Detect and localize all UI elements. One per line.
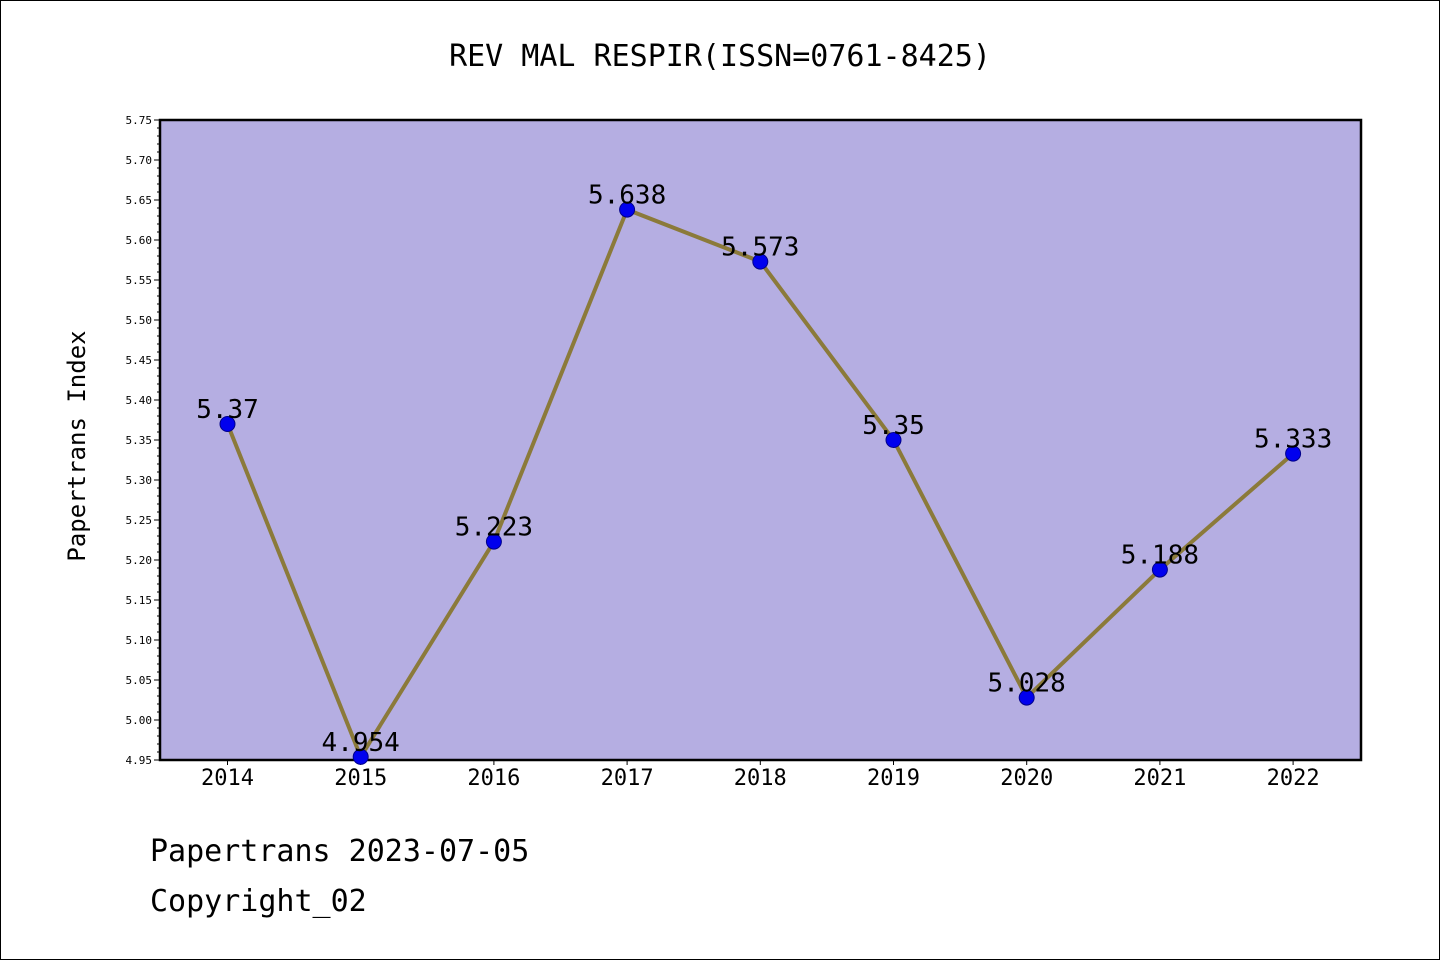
x-tick-label: 2017 (601, 766, 654, 791)
data-label: 5.223 (455, 513, 533, 543)
data-point (752, 253, 769, 270)
data-label: 4.954 (322, 728, 400, 758)
y-tick-label: 5.40 (126, 394, 153, 407)
data-point (885, 432, 902, 448)
x-tick-label: 2015 (334, 766, 387, 791)
y-tick-label: 5.20 (126, 554, 153, 567)
y-tick-label: 5.65 (126, 194, 153, 207)
x-tick-label: 2014 (201, 766, 254, 791)
data-label: 5.37 (196, 395, 259, 425)
y-tick-label: 5.25 (126, 514, 153, 527)
x-tick-label: 2016 (467, 766, 520, 791)
plot-area (158, 118, 1363, 762)
y-tick-label: 5.30 (126, 474, 153, 487)
y-tick-label: 5.50 (126, 314, 153, 327)
x-tick-label: 2020 (1000, 766, 1053, 791)
y-tick-label: 5.10 (126, 634, 153, 647)
y-tick-label: 5.55 (126, 274, 153, 287)
y-tick-label: 4.95 (126, 754, 153, 767)
data-point (485, 533, 502, 550)
x-tick-label: 2019 (867, 766, 920, 791)
data-label: 5.333 (1254, 425, 1332, 455)
y-tick-label: 5.45 (126, 354, 153, 367)
y-tick-label: 5.35 (126, 434, 153, 447)
y-tick-label: 5.00 (126, 714, 153, 727)
y-axis-label: Papertrans Index (63, 330, 91, 561)
y-tick-label: 5.60 (126, 234, 153, 247)
x-tick-label: 2018 (734, 766, 787, 791)
data-point (619, 201, 636, 218)
footer-date: Papertrans 2023-07-05 (150, 834, 530, 869)
y-tick-label: 5.05 (126, 674, 153, 687)
chart-title: REV MAL RESPIR(ISSN=0761-8425) (449, 39, 991, 74)
data-point (219, 416, 236, 432)
x-tick-label: 2022 (1267, 766, 1320, 791)
y-axis: 4.95 5.00 5.05 5.10 5.15 5.20 5.25 5.30 5.35 5.40… (126, 114, 160, 767)
series-line-group (219, 201, 1302, 765)
y-tick-label: 5.70 (126, 154, 153, 167)
data-point (1285, 445, 1302, 462)
x-tick-label: 2021 (1133, 766, 1186, 791)
data-labels: 5.37 4.954 5.223 5.638 5.573 5.35 5.028 5.188 5.… (196, 181, 1332, 758)
data-label: 5.188 (1121, 541, 1199, 571)
data-label: 5.028 (988, 669, 1066, 699)
y-tick-label: 5.15 (126, 594, 153, 607)
data-point (352, 748, 369, 765)
data-label: 5.638 (588, 181, 666, 211)
data-point (1018, 689, 1035, 706)
y-tick-label: 5.75 (126, 114, 153, 127)
data-label: 5.35 (862, 411, 925, 441)
footer-copyright: Copyright_02 (150, 884, 367, 919)
data-point (1151, 561, 1168, 578)
x-axis: 2014 2015 2016 2017 2018 2019 2020 2021 2022 (201, 760, 1320, 791)
data-label: 5.573 (721, 233, 799, 263)
